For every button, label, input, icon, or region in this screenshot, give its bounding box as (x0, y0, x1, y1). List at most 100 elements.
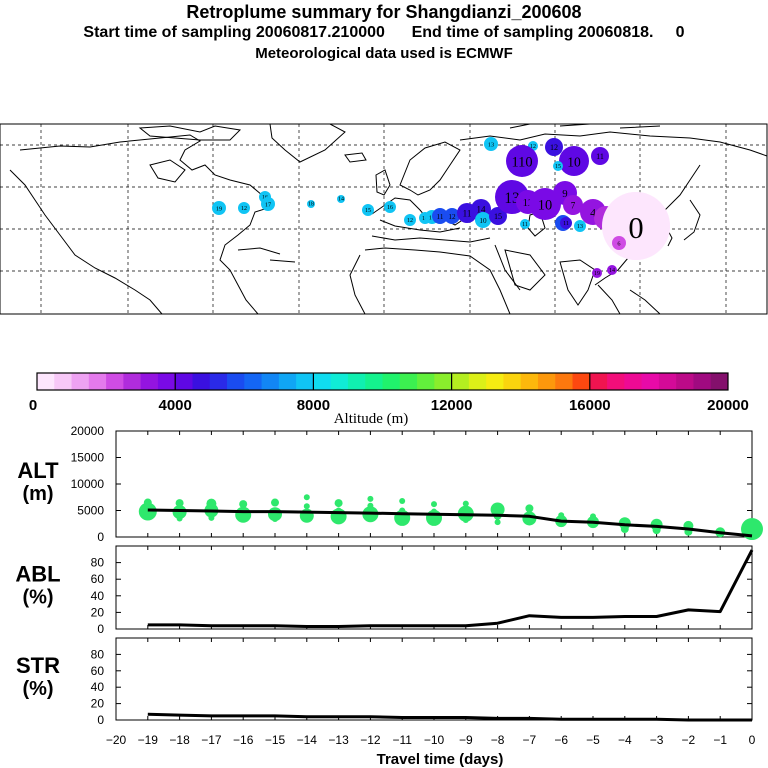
map-point-marker (238, 202, 250, 214)
map-point-marker (607, 265, 617, 275)
met-data-note: Meteorological data used is ECMWF (255, 45, 513, 62)
map-point-label: 17 (265, 201, 271, 208)
map-point-marker (489, 207, 507, 225)
map-point-label: 13 (577, 224, 583, 230)
colorbar-swatch (417, 373, 435, 390)
colorbar-swatch (468, 373, 487, 390)
arctic-islands (138, 125, 242, 141)
y-tick-label: 80 (91, 647, 105, 661)
colorbar-swatch (54, 373, 73, 390)
map-point-label: 110 (511, 155, 532, 171)
map-point: 15 (553, 161, 563, 171)
coastlines (9, 123, 768, 315)
map-point-label: 17 (429, 214, 435, 221)
map-point-label: 11 (563, 221, 569, 227)
africa-coast (364, 247, 511, 315)
map-graticule (0, 124, 767, 314)
hudson-bay (149, 159, 186, 183)
map-point-marker (484, 137, 498, 151)
altitude-point (367, 502, 374, 509)
map-point-label: 11 (463, 209, 472, 219)
colorbar-swatch (537, 373, 556, 390)
siberia-coast (459, 131, 768, 157)
map-point: 12 (404, 214, 416, 226)
sampling-time: Start time of sampling 20060817.210000 E… (83, 24, 685, 41)
x-tick-label: −9 (459, 733, 473, 747)
altitude-point (494, 519, 501, 526)
altitude-point (431, 501, 437, 508)
map-point-label: 11 (437, 213, 444, 221)
panel-label: ABL (15, 562, 60, 587)
map-point-label: 19 (216, 205, 222, 212)
altitude-point (172, 505, 187, 520)
map-point: 0 (602, 192, 670, 260)
x-tick-label: −6 (554, 733, 568, 747)
north-america-coast (19, 134, 269, 315)
altitude-point (462, 500, 469, 507)
y-tick-label: 20 (91, 697, 105, 711)
map-point: 19 (212, 201, 226, 215)
panel-unit: (%) (22, 678, 53, 700)
y-tick-label: 60 (91, 664, 105, 678)
map-points: 1312121111010161719121814151612161711121… (212, 137, 670, 278)
x-tick-label: −4 (618, 733, 632, 747)
altitude-point (138, 502, 157, 521)
map-point-label: 14 (477, 205, 487, 215)
colorbar-label: Altitude (m) (334, 411, 409, 427)
colorbar: 0 4000 8000 12000 16000 20000 Altitude (m) (29, 372, 749, 427)
colorbar-swatch (261, 373, 280, 390)
colorbar-swatch (382, 373, 401, 390)
map-point-label: 16 (387, 205, 393, 211)
panel-label: ALT (17, 458, 59, 483)
greenland (269, 123, 346, 163)
altitude-point (272, 515, 278, 522)
altitude-point (144, 513, 151, 520)
colorbar-swatch (641, 373, 660, 390)
map-point: 6 (612, 236, 626, 250)
x-tick-label: −19 (138, 733, 159, 747)
colorbar-swatch (434, 373, 453, 390)
colorbar-swatch (106, 373, 124, 390)
iceland (344, 152, 367, 163)
panel-alt: 20000 15000 10000 5000 0 ALT(m) (17, 424, 763, 544)
southeast-asia (597, 284, 661, 315)
map-point-label: 15 (365, 208, 371, 214)
map-point-label: 15 (494, 212, 502, 221)
x-tick-label: −5 (586, 733, 600, 747)
map-point-marker (560, 217, 572, 229)
altitude-point (334, 499, 343, 508)
map-point-label: 18 (308, 201, 314, 207)
colorbar-tick-label: 8000 (297, 397, 330, 414)
x-axis-label: Travel time (days) (377, 751, 504, 768)
y-tick-label: 20000 (71, 424, 105, 438)
map-point: 10 (529, 188, 561, 220)
y-tick-label: 0 (97, 713, 104, 727)
x-axis: −20 −19 −18 −17 −16 −15 −14 −13 −12 −11 −10 −9 −8 −7−… (106, 733, 756, 768)
colorbar-swatch (296, 373, 314, 390)
africa-west (349, 254, 366, 315)
map-point-label: 0 (628, 211, 643, 245)
map-point-marker (307, 200, 315, 208)
altitude-point (176, 515, 183, 522)
colorbar-swatch (607, 373, 625, 390)
map-point: 16 (384, 201, 396, 213)
map-point: 11 (432, 208, 448, 224)
map-point-marker (475, 212, 491, 228)
map-point-marker (444, 208, 460, 224)
colorbar-swatch (589, 373, 608, 390)
map-point-label: 11 (522, 222, 528, 228)
altitude-point (303, 494, 310, 501)
scandinavia (399, 141, 461, 196)
altitude-point (746, 527, 758, 540)
colorbar-swatch (157, 373, 176, 390)
x-tick-label: 0 (749, 733, 756, 747)
altitude-point (490, 502, 505, 517)
north-america-west (9, 169, 163, 315)
colorbar-swatch (693, 373, 712, 390)
colorbar-swatch (555, 373, 574, 390)
map-point: 11 (591, 147, 609, 165)
altitude-point (558, 512, 565, 519)
map-point-marker (432, 208, 448, 224)
map-point-label: 11 (596, 152, 604, 161)
